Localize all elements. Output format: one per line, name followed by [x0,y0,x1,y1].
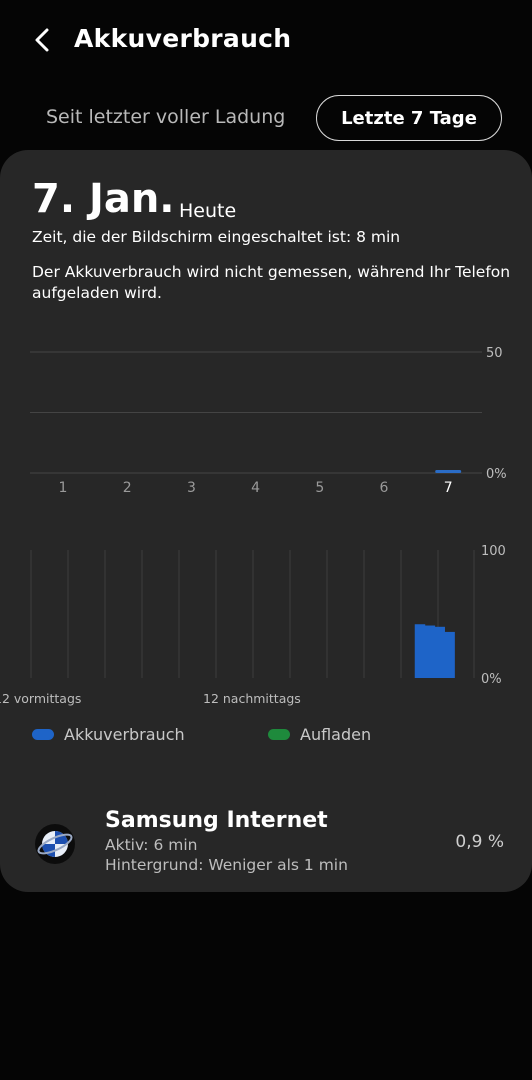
app-background-time: Hintergrund: Weniger als 1 min [105,856,348,874]
page-title: Akkuverbrauch [74,24,292,53]
hourly-usage-chart: 100 0% 12 vormittags 12 nachmittags [0,544,506,706]
y-tick-label: 50 [486,346,503,361]
charging-note: Der Akkuverbrauch wird nicht gemessen, w… [32,263,511,302]
x-tick-label: 6 [380,480,389,496]
x-tick-label: 4 [251,480,260,496]
app-active-time: Aktiv: 6 min [105,836,198,854]
bar [435,470,462,473]
daily-usage-chart: 50 0% 1 2 3 4 5 6 7 [30,346,507,496]
x-tick-label: 7 [444,480,453,496]
app-usage-percent: 0,9 % [455,832,504,852]
x-tick-label: 5 [315,480,324,496]
x-tick-label: 12 nachmittags [203,691,301,706]
legend-swatch-charging [268,729,290,740]
x-tick-label: 2 [123,480,132,496]
header-bar: Akkuverbrauch [0,0,532,80]
bar [414,624,426,678]
screen-on-time: Zeit, die der Bildschirm eingeschaltet i… [32,228,401,246]
bar [424,625,436,678]
samsung-internet-icon[interactable] [34,823,76,865]
legend-label-battery-usage: Akkuverbrauch [64,725,185,744]
y-tick-label: 0% [481,672,502,687]
battery-usage-card [0,150,532,892]
tab-since-full-charge[interactable]: Seit letzter voller Ladung [46,106,286,128]
y-tick-label: 100 [481,544,506,559]
y-tick-label: 0% [486,467,507,482]
back-arrow-icon[interactable] [30,26,54,54]
x-tick-label: 3 [187,480,196,496]
selected-date: 7. Jan. [32,176,175,222]
legend-charging: Aufladen [268,725,371,744]
bar [434,626,445,678]
legend-battery-usage: Akkuverbrauch [32,725,185,744]
x-tick-label: 1 [59,480,68,496]
app-name[interactable]: Samsung Internet [105,808,328,833]
x-tick-label: 12 vormittags [0,691,81,706]
selected-date-relative: Heute [179,200,237,222]
legend-swatch-battery-usage [32,729,54,740]
tab-last-7-days[interactable]: Letzte 7 Tage [316,95,502,141]
legend-label-charging: Aufladen [300,725,372,744]
bar [444,631,455,678]
